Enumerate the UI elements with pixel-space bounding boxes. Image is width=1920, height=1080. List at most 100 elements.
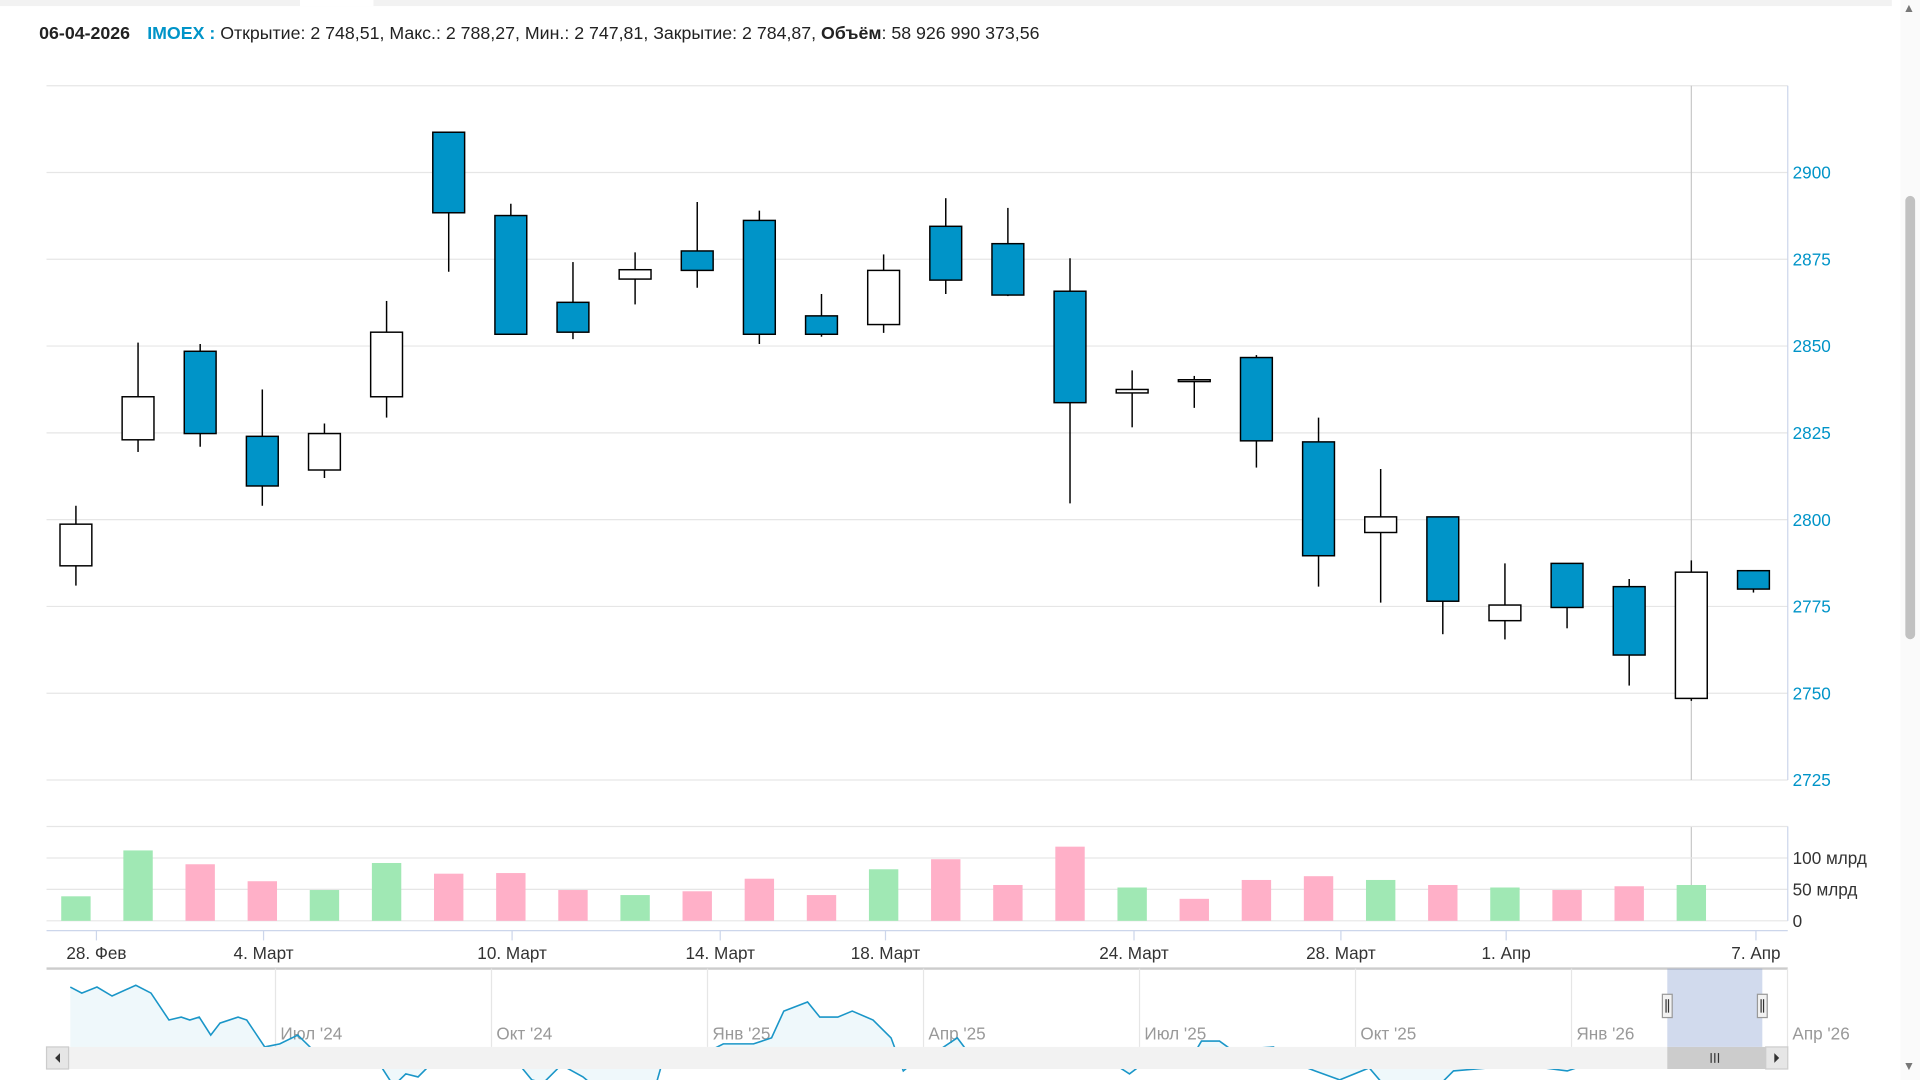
page-scrollbar-thumb[interactable] <box>1905 195 1916 640</box>
candle-up[interactable] <box>307 432 342 471</box>
x-tick-label: 28. Фев <box>66 943 126 963</box>
price-tick-label: 2750 <box>1793 683 1831 703</box>
candle-down[interactable] <box>929 225 963 281</box>
x-tick-label: 10. Март <box>477 943 547 963</box>
high-label: Макс.: <box>389 24 441 45</box>
volume-bar[interactable] <box>309 890 340 921</box>
navigator-tick-label: Янв '25 <box>712 1024 770 1044</box>
candle-up[interactable] <box>59 523 93 567</box>
volume-tick-label: 100 млрд <box>1793 848 1867 868</box>
volume-bar[interactable] <box>496 873 526 921</box>
volume-bar[interactable] <box>61 896 91 921</box>
x-tick-label: 4. Март <box>234 943 294 963</box>
volume-bar[interactable] <box>1241 879 1272 921</box>
navigator-handle-left[interactable] <box>1661 993 1673 1019</box>
price-tick-label: 2850 <box>1793 336 1831 356</box>
volume-value: 58 926 990 373,56 <box>891 24 1040 45</box>
chevron-right-icon <box>1774 1053 1780 1063</box>
candle-up[interactable] <box>618 268 652 280</box>
volume-tick-label: 50 млрд <box>1793 880 1858 900</box>
volume-bar[interactable] <box>185 864 215 921</box>
candle-down[interactable] <box>245 435 279 487</box>
volume-label: Объём <box>821 24 882 45</box>
volume-bar[interactable] <box>247 881 278 921</box>
navigator-tick-label: Апр '25 <box>928 1024 985 1044</box>
volume-bar[interactable] <box>1303 876 1334 921</box>
volume-bar[interactable] <box>1614 886 1644 921</box>
candle-down[interactable] <box>494 214 528 336</box>
volume-bar[interactable] <box>123 850 153 921</box>
navigator-selected-range[interactable] <box>1667 968 1763 1047</box>
candle-down[interactable] <box>1239 356 1274 442</box>
x-tick-label: 7. Апр <box>1731 943 1780 963</box>
volume-bar[interactable] <box>620 895 650 921</box>
scroll-down-icon[interactable]: ▼ <box>1902 1060 1916 1074</box>
price-tick-label: 2725 <box>1793 770 1831 790</box>
open-value: 2 748,51 <box>310 24 380 45</box>
candle-down[interactable] <box>1612 585 1646 656</box>
navigator-series-line <box>69 984 1763 1080</box>
candle-down[interactable] <box>1736 569 1771 590</box>
active-tab[interactable] <box>300 0 374 7</box>
candle-down[interactable] <box>432 131 466 214</box>
candle-up[interactable] <box>1488 604 1522 622</box>
scroll-up-icon[interactable]: ▲ <box>1902 2 1916 16</box>
volume-bar[interactable] <box>806 895 837 921</box>
volume-bar[interactable] <box>1179 898 1209 921</box>
x-tick-label: 28. Март <box>1306 943 1376 963</box>
navigator-tick-label: Окт '24 <box>496 1024 552 1044</box>
navigator-tick-label: Июл '24 <box>280 1024 342 1044</box>
page-scrollbar[interactable]: ▲ ▼ <box>1900 0 1920 1080</box>
volume-bar[interactable] <box>1552 890 1582 921</box>
navigator-handle-right[interactable] <box>1756 993 1768 1019</box>
x-tick-label: 1. Апр <box>1482 943 1531 963</box>
x-tick-label: 14. Март <box>685 943 755 963</box>
volume-bar[interactable] <box>744 878 775 921</box>
candle-down[interactable] <box>183 350 217 435</box>
volume-bar[interactable] <box>434 873 464 921</box>
price-tick-label: 2875 <box>1793 249 1831 269</box>
volume-bar[interactable] <box>931 859 961 921</box>
volume-bar[interactable] <box>1490 887 1520 921</box>
readout-date: 06-04-2026 <box>39 24 131 45</box>
low-value: 2 747,81 <box>574 24 644 45</box>
candle-up[interactable] <box>121 396 155 441</box>
navigator-tick-label: Июл '25 <box>1144 1024 1206 1044</box>
volume-bar[interactable] <box>1428 884 1458 921</box>
candle-down[interactable] <box>556 301 590 333</box>
x-tick-label: 24. Март <box>1099 943 1169 963</box>
low-label: Мин.: <box>524 24 570 45</box>
volume-bar[interactable] <box>1117 887 1147 921</box>
volume-bar[interactable] <box>1676 884 1707 921</box>
candle-down[interactable] <box>1426 516 1460 602</box>
readout-ticker: IMOEX : <box>147 24 216 45</box>
volume-bar[interactable] <box>682 891 712 921</box>
candle-down[interactable] <box>1053 290 1087 404</box>
candle-up[interactable] <box>1177 379 1211 383</box>
volume-bar[interactable] <box>371 862 402 921</box>
candle-down[interactable] <box>1550 562 1584 609</box>
candle-down[interactable] <box>680 250 714 272</box>
candle-up[interactable] <box>1674 571 1708 700</box>
navigator-tick-label: Апр '26 <box>1792 1024 1849 1044</box>
candle-down[interactable] <box>742 219 777 336</box>
volume-bar[interactable] <box>868 869 899 921</box>
volume-bar[interactable] <box>1055 846 1085 921</box>
volume-bar[interactable] <box>1365 879 1396 921</box>
navigator-scrollbar-track[interactable] <box>46 1046 1788 1069</box>
candle-up[interactable] <box>1115 388 1149 394</box>
volume-bar[interactable] <box>993 884 1023 921</box>
candle-down[interactable] <box>804 315 839 336</box>
candle-up[interactable] <box>1364 516 1398 534</box>
top-tab-strip <box>0 0 1892 7</box>
high-value: 2 788,27 <box>445 24 515 45</box>
candle-up[interactable] <box>866 269 901 326</box>
candle-down[interactable] <box>991 242 1025 296</box>
price-tick-label: 2825 <box>1793 423 1831 443</box>
candle-down[interactable] <box>1301 441 1336 557</box>
volume-bar[interactable] <box>558 890 588 921</box>
price-tick-label: 2800 <box>1793 510 1831 530</box>
candle-up[interactable] <box>369 331 404 398</box>
ohlc-readout: 06-04-2026 IMOEX : Открытие: 2 748,51, М… <box>39 24 1040 45</box>
